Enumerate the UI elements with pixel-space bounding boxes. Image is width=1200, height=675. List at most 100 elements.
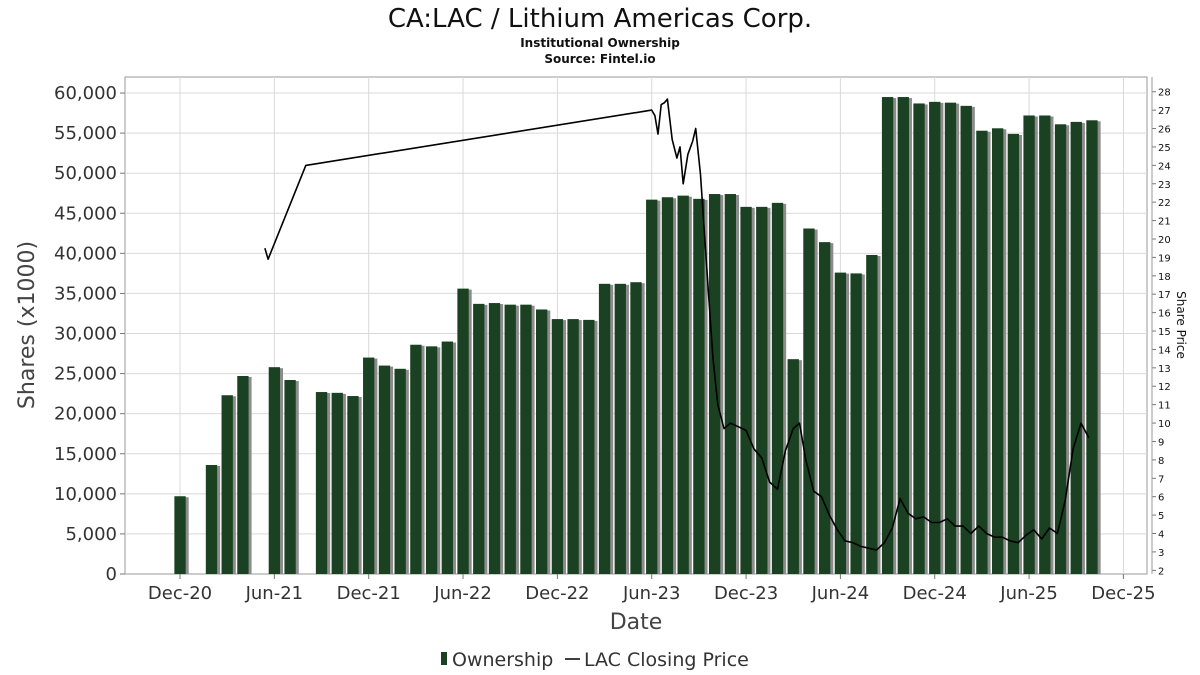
- chart-source: Source: Fintel.io: [544, 52, 655, 66]
- ownership-bar: [803, 228, 815, 575]
- y2-tick-label: 26: [1158, 125, 1171, 136]
- ownership-bar: [960, 105, 972, 574]
- ownership-bar: [284, 380, 296, 574]
- ownership-bar: [457, 288, 469, 574]
- y-tick-label: 5,000: [65, 524, 117, 545]
- ownership-bar: [866, 254, 878, 574]
- ownership-bar: [834, 272, 847, 574]
- ownership-bar: [1023, 115, 1035, 574]
- ownership-bar: [1007, 133, 1020, 574]
- x-tick-label: Jun-22: [433, 583, 492, 604]
- chart-subtitle: Institutional Ownership: [520, 36, 680, 50]
- x-tick-label: Dec-20: [148, 583, 212, 604]
- ownership-bar: [819, 242, 831, 574]
- ownership-bar: [598, 283, 611, 574]
- ownership-bar: [488, 303, 501, 574]
- legend-ownership-swatch: [441, 652, 447, 665]
- ownership-bar: [913, 103, 925, 575]
- ownership-bar: [693, 198, 705, 574]
- ownership-bar: [441, 341, 453, 574]
- ownership-bar: [944, 102, 957, 574]
- x-tick-label: Jun-23: [622, 583, 681, 604]
- x-tick-label: Dec-23: [714, 583, 778, 604]
- y2-tick-label: 9: [1158, 437, 1164, 448]
- y2-tick-label: 11: [1158, 401, 1171, 412]
- y2-tick-label: 15: [1158, 327, 1171, 338]
- y2-tick-label: 17: [1158, 290, 1171, 301]
- ownership-bar: [410, 344, 422, 574]
- y-tick-label: 40,000: [54, 243, 117, 264]
- x-tick-label: Dec-25: [1091, 583, 1155, 604]
- y2-tick-label: 27: [1158, 106, 1171, 117]
- y2-tick-label: 25: [1158, 143, 1171, 154]
- ownership-bar: [551, 319, 564, 574]
- ownership-bar: [1086, 120, 1098, 574]
- y2-tick-label: 12: [1158, 382, 1171, 393]
- chart-title: CA:LAC / Lithium Americas Corp.: [388, 4, 812, 34]
- ownership-bar: [331, 392, 343, 574]
- ownership-bar: [771, 202, 784, 575]
- ownership-bar: [1039, 115, 1051, 574]
- ownership-bar: [425, 346, 438, 574]
- x-tick-label: Jun-21: [245, 583, 304, 604]
- ownership-bar: [630, 282, 642, 574]
- ownership-bar: [976, 130, 988, 574]
- price-line-group: [264, 98, 1090, 551]
- y-tick-label: 15,000: [54, 444, 117, 465]
- ownership-bar: [850, 273, 862, 574]
- x-tick-label: Dec-22: [525, 583, 589, 604]
- y-tick-label: 0: [106, 564, 117, 585]
- y2-tick-label: 5: [1158, 511, 1164, 522]
- ownership-bar: [583, 319, 595, 574]
- x-axis-label: Date: [610, 610, 663, 635]
- ownership-bar: [661, 197, 674, 574]
- ownership-bar: [614, 283, 626, 574]
- y-tick-label: 25,000: [54, 364, 117, 385]
- y2-tick-label: 4: [1158, 530, 1164, 541]
- ownership-bar: [315, 392, 328, 574]
- ownership-bar: [473, 303, 485, 574]
- y2-tick-label: 7: [1158, 474, 1164, 485]
- y-tick-label: 60,000: [54, 83, 117, 104]
- ownership-bar: [881, 97, 894, 575]
- y2-tick-label: 19: [1158, 253, 1171, 264]
- ownership-bar: [378, 365, 391, 574]
- y-tick-label: 45,000: [54, 203, 117, 224]
- y2-axis-ticks: 2345678910111213141516171819202122232425…: [1152, 88, 1171, 577]
- y-axis-label: Shares (x1000): [15, 241, 40, 409]
- y-tick-label: 20,000: [54, 404, 117, 425]
- legend: Ownership LAC Closing Price: [441, 649, 749, 671]
- x-tick-label: Dec-24: [903, 583, 967, 604]
- ownership-bar: [221, 395, 233, 574]
- y2-tick-label: 8: [1158, 456, 1164, 467]
- price-line: [264, 98, 1090, 551]
- y-tick-label: 30,000: [54, 324, 117, 345]
- y2-tick-label: 21: [1158, 217, 1171, 228]
- y2-tick-label: 22: [1158, 198, 1171, 209]
- x-tick-label: Jun-24: [811, 583, 870, 604]
- x-tick-label: Jun-25: [999, 583, 1058, 604]
- ownership-bar: [520, 304, 532, 574]
- y2-tick-label: 16: [1158, 309, 1171, 320]
- ownership-bar: [787, 359, 799, 574]
- ownership-bar: [724, 194, 736, 575]
- y2-axis-label: Share Price: [1174, 291, 1188, 359]
- ownership-bar: [174, 496, 186, 574]
- ownership-bar: [394, 368, 406, 574]
- y-tick-label: 35,000: [54, 283, 117, 304]
- ownership-bar: [708, 194, 721, 575]
- ownership-bar: [677, 195, 689, 574]
- ownership-bar: [1070, 121, 1082, 574]
- y2-tick-label: 20: [1158, 235, 1171, 246]
- ownership-bar: [646, 199, 658, 574]
- y-tick-label: 50,000: [54, 163, 117, 184]
- ownership-bar: [740, 206, 752, 574]
- y2-tick-label: 14: [1158, 345, 1171, 356]
- y-axis-ticks: 0 5,000 10,000 15,000 20,000 25,000 30,000 35,0…: [54, 83, 125, 585]
- ownership-bar: [756, 206, 768, 574]
- ownership-bar: [929, 101, 941, 574]
- ownership-bar: [363, 357, 375, 574]
- ownership-bar: [237, 376, 249, 574]
- y2-tick-label: 2: [1158, 566, 1164, 577]
